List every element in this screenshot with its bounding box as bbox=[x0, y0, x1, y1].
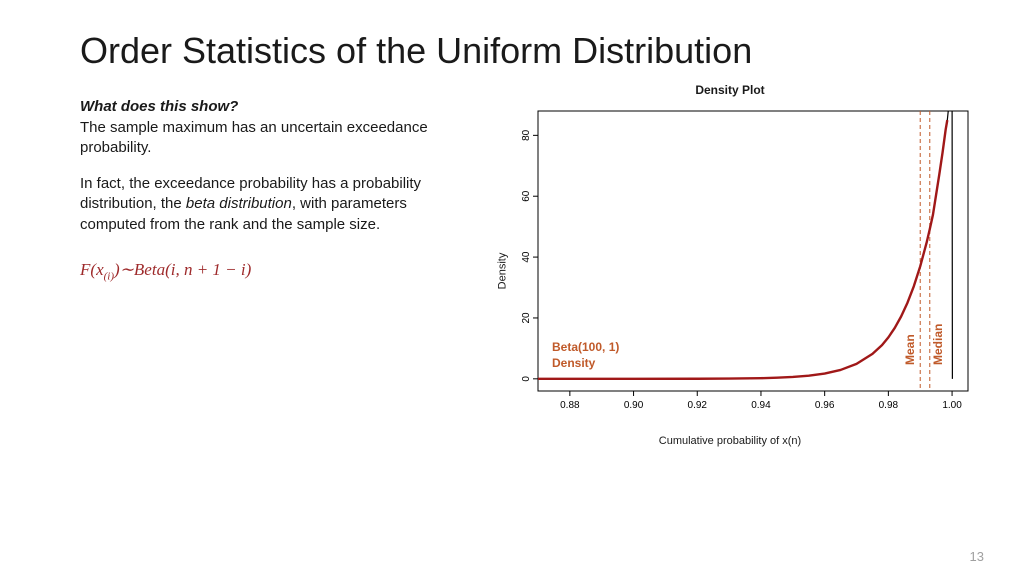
para2: In fact, the exceedance probability has … bbox=[80, 174, 450, 235]
formula-tilde: ∼ bbox=[120, 260, 134, 279]
chart-title: Density Plot bbox=[480, 83, 980, 97]
left-text: What does this show? The sample maximum … bbox=[80, 97, 450, 441]
svg-text:0.94: 0.94 bbox=[751, 400, 771, 411]
svg-text:Mean: Mean bbox=[903, 335, 917, 366]
content-columns: What does this show? The sample maximum … bbox=[80, 97, 964, 441]
svg-text:0.88: 0.88 bbox=[560, 400, 580, 411]
svg-text:Density: Density bbox=[552, 356, 596, 370]
x-axis-label: Cumulative probability of x(n) bbox=[480, 435, 980, 447]
formula-rhs: Beta(i, n + 1 − i) bbox=[134, 260, 251, 279]
formula-f: F bbox=[80, 260, 90, 279]
svg-text:0.98: 0.98 bbox=[879, 400, 899, 411]
svg-text:20: 20 bbox=[521, 312, 532, 324]
formula-sub: (i) bbox=[104, 270, 114, 282]
svg-text:0: 0 bbox=[521, 376, 532, 382]
question-heading: What does this show? bbox=[80, 98, 238, 115]
para1: The sample maximum has an uncertain exce… bbox=[80, 119, 428, 156]
chart-panel: Density Plot Density 0.880.900.920.940.9… bbox=[480, 97, 980, 441]
svg-text:40: 40 bbox=[521, 251, 532, 263]
formula-x: x bbox=[96, 260, 104, 279]
svg-text:0.92: 0.92 bbox=[688, 400, 708, 411]
x-axis-label-text: Cumulative probability of x(n) bbox=[659, 435, 801, 447]
slide-title: Order Statistics of the Uniform Distribu… bbox=[80, 30, 964, 71]
svg-text:60: 60 bbox=[521, 191, 532, 203]
density-plot: 0.88 0.90 0.92 0.94 0.96 0.98 1.00 0 20 40 60 80 Bet… bbox=[480, 101, 980, 441]
svg-text:0.96: 0.96 bbox=[815, 400, 835, 411]
slide: Order Statistics of the Uniform Distribu… bbox=[0, 0, 1024, 576]
y-axis-label: Density bbox=[496, 253, 508, 290]
plot-wrap: Density 0.88 0.90 0.92 0.94 0.96 0.98 1.00 0 20 4… bbox=[480, 101, 980, 441]
svg-text:Beta(100, 1): Beta(100, 1) bbox=[552, 340, 619, 354]
para2-em: beta distribution bbox=[186, 195, 292, 212]
svg-text:1.00: 1.00 bbox=[942, 400, 962, 411]
formula: F(x(i))∼Beta(i, n + 1 − i) bbox=[80, 259, 450, 284]
svg-text:80: 80 bbox=[521, 130, 532, 142]
question-block: What does this show? The sample maximum … bbox=[80, 97, 450, 158]
svg-text:0.90: 0.90 bbox=[624, 400, 644, 411]
page-number: 13 bbox=[970, 549, 984, 564]
svg-text:Median: Median bbox=[931, 324, 945, 365]
